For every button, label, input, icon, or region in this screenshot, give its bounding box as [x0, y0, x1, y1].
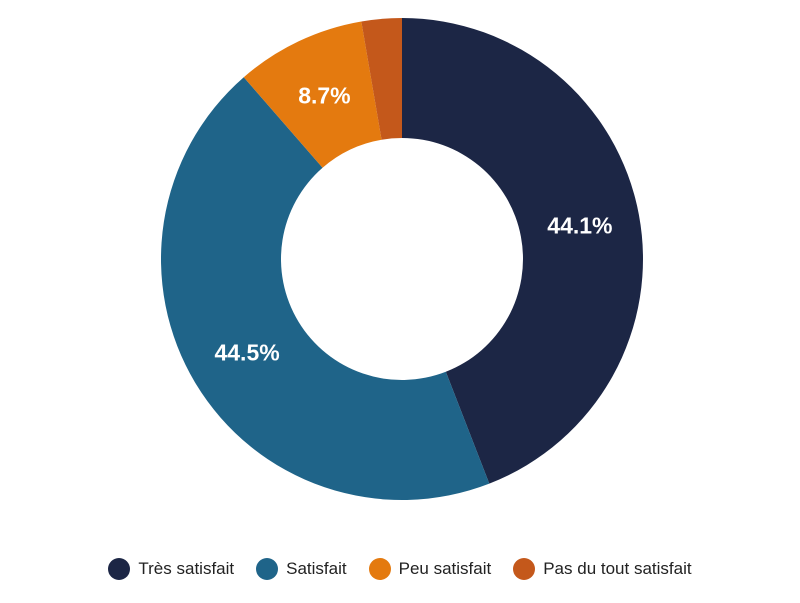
slice-label-tres-satisfait: 44.1%: [547, 213, 612, 239]
slice-satisfait: [160, 77, 490, 501]
legend-label-peu-satisfait: Peu satisfait: [398, 559, 492, 578]
chart-slices: [160, 18, 644, 501]
slice-peu-satisfait: [243, 21, 382, 168]
slice-tres-satisfait: [402, 18, 644, 484]
legend-swatch-tres-satisfait: [108, 558, 131, 580]
slice-label-satisfait: 44.5%: [214, 340, 279, 366]
chart-slice-labels: 44.1% 44.5% 8.7%: [214, 82, 612, 365]
legend-label-tres-satisfait: Très satisfait: [138, 559, 235, 578]
legend-item-satisfait: Satisfait: [256, 558, 347, 580]
chart-legend: Très satisfait Satisfait Peu satisfait P…: [0, 558, 800, 580]
legend-swatch-satisfait: [256, 558, 279, 580]
legend-swatch-peu-satisfait: [368, 558, 391, 580]
legend-label-satisfait: Satisfait: [286, 559, 347, 578]
slice-label-peu-satisfait: 8.7%: [298, 82, 350, 108]
legend-item-peu-satisfait: Peu satisfait: [368, 558, 492, 580]
legend-label-pas-du-tout-satisfait: Pas du tout satisfait: [543, 559, 692, 578]
legend-item-tres-satisfait: Très satisfait: [108, 558, 234, 580]
slice-pas-du-tout-satisfait: [361, 18, 402, 140]
donut-chart: 44.1% 44.5% 8.7%: [160, 18, 644, 501]
legend-item-pas-du-tout-satisfait: Pas du tout satisfait: [513, 558, 692, 580]
legend-swatch-pas-du-tout-satisfait: [513, 558, 536, 580]
